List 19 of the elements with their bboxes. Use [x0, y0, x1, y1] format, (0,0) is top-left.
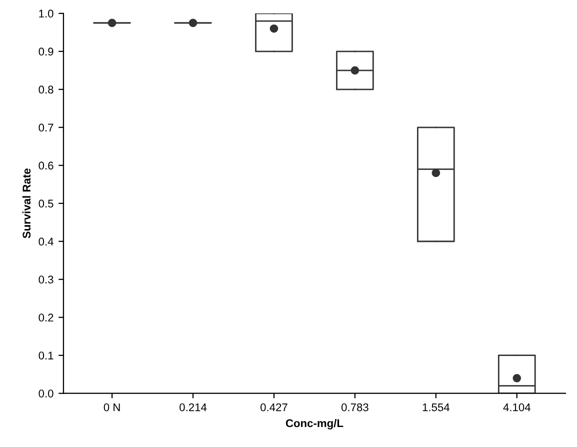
x-tick-label: 1.554	[422, 403, 450, 412]
y-tick-label: 0.8	[38, 86, 54, 94]
y-tick-label: 0.2	[38, 314, 54, 322]
y-tick-label: 0.7	[38, 124, 54, 132]
x-tick-label: 0 N	[104, 403, 120, 412]
y-axis-title: Survival Rate	[22, 168, 31, 238]
x-tick-label: 4.104	[503, 403, 530, 412]
x-axis-title: Conc-mg/L	[286, 418, 344, 430]
y-tick-label: 0.1	[38, 352, 54, 360]
x-tick-label: 0.214	[180, 403, 207, 412]
y-tick-label: 0.3	[38, 276, 54, 284]
y-tick-label: 0.4	[38, 238, 54, 246]
x-tick-label: 0.427	[260, 403, 288, 412]
y-tick-label: 0.9	[38, 48, 54, 56]
x-tick-label: 0.783	[341, 403, 368, 412]
y-tick-label: 1.0	[39, 10, 54, 18]
y-tick-label: 0.0	[38, 390, 54, 398]
y-tick-label: 0.6	[38, 162, 54, 170]
y-tick-label: 0.5	[38, 200, 54, 208]
